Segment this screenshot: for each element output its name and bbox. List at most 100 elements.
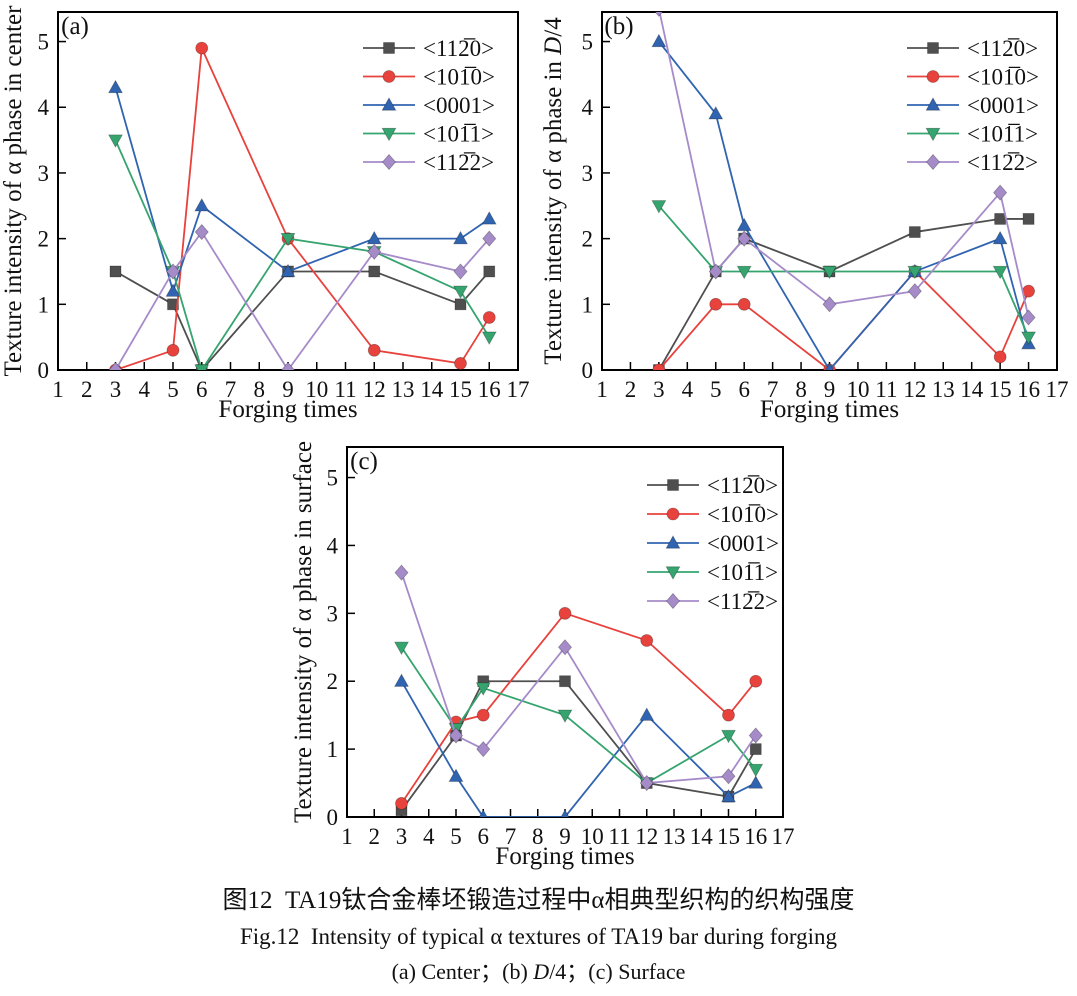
marker-square [994, 213, 1007, 225]
x-axis-tick-label: 1 [596, 377, 608, 402]
marker-triangle-up [736, 217, 752, 232]
x-axis-tick-label: 8 [254, 377, 266, 402]
x-axis-tick-label: 7 [767, 377, 779, 402]
marker-triangle-down [475, 682, 491, 696]
marker-diamond [737, 230, 752, 247]
series-line [400, 646, 757, 785]
marker-diamond [280, 361, 296, 370]
marker-triangle-down [481, 331, 497, 345]
marker-square [559, 675, 571, 688]
x-axis-tick-label: 8 [532, 824, 544, 849]
legend-item: <112̅2> [907, 150, 1038, 175]
caption-chinese: 图12 TA19钛合金棒坯锻造过程中α相典型织构的织构强度 [222, 887, 855, 914]
legend-item: <112̅2> [647, 589, 778, 614]
marker-circle [666, 507, 680, 521]
series-square [395, 675, 762, 817]
marker-triangle-up [721, 788, 736, 803]
marker-circle [926, 70, 940, 83]
chart-d4-panel: 1 2 3 4 5 6 7 8 9 10 11 12 13 14 15 16 17 0 1 2 3 4 5 Forging t… [540, 0, 1077, 435]
marker-circle [482, 311, 496, 324]
x-axis-tick-label: 11 [608, 824, 630, 849]
marker-circle [367, 343, 381, 357]
marker-triangle-up [708, 105, 724, 120]
legend: <112̅0> <101̅0> <0001> <101̅1> <112̅2> [647, 473, 779, 614]
series-line [658, 41, 1030, 370]
legend-item: <101̅0> [647, 502, 779, 527]
x-axis-tick-label: 4 [423, 824, 435, 849]
x-axis-tick-label: 4 [139, 377, 151, 402]
x-axis-tick-label: 12 [363, 377, 386, 402]
marker-diamond [367, 243, 382, 260]
marker-circle [993, 350, 1007, 364]
x-axis-tick-label: 16 [478, 377, 501, 402]
marker-triangle-down [907, 265, 923, 280]
legend-item: <112̅2> [363, 150, 494, 175]
x-axis-tick-label: 9 [282, 377, 294, 402]
marker-diamond [708, 263, 723, 280]
y-axis-tick-label: 4 [38, 95, 50, 120]
legend-item: <101̅0> [907, 65, 1039, 90]
y-axis-tick-label: 5 [327, 466, 339, 491]
x-axis-tick-label: 14 [960, 377, 984, 402]
x-axis-tick-label: 15 [989, 377, 1012, 402]
panel-label: (c) [350, 448, 378, 475]
y-axis-tick-label: 2 [38, 227, 50, 252]
x-axis-tick-label: 11 [334, 377, 356, 402]
marker-triangle-up [194, 197, 210, 212]
legend-item: <101̅0> [363, 65, 495, 90]
marker-square [749, 743, 762, 756]
y-axis-tick-label: 4 [582, 95, 594, 120]
marker-diamond [108, 361, 123, 370]
series-diamond [108, 223, 497, 370]
legend-label: <101̅1> [967, 122, 1038, 147]
x-axis-tick-label: 11 [875, 377, 897, 402]
marker-diamond [194, 223, 209, 241]
marker-circle [737, 297, 751, 311]
series-line [658, 218, 1029, 370]
y-axis-tick-label: 1 [38, 292, 50, 317]
x-axis-tick-label: 6 [478, 824, 490, 849]
marker-square [383, 42, 395, 54]
marker-triangle-up [478, 809, 488, 817]
x-axis-tick-label: 6 [738, 377, 750, 402]
marker-triangle-down [736, 265, 752, 280]
legend-label: <112̅2> [423, 150, 494, 175]
marker-circle [640, 634, 654, 647]
marker-circle [558, 606, 572, 620]
marker-square [1022, 213, 1035, 225]
x-axis-label: Forging times [218, 396, 357, 423]
x-axis-tick-label: 16 [744, 824, 767, 849]
x-axis-tick-label: 2 [369, 824, 381, 849]
y-axis-tick-label: 5 [582, 30, 594, 55]
legend-label: <101̅0> [967, 65, 1039, 90]
marker-circle [454, 357, 467, 370]
legend-item: <112̅0> [647, 473, 778, 498]
series-group [108, 41, 497, 370]
x-axis-tick-label: 6 [196, 377, 208, 402]
series-diamond [394, 564, 763, 792]
marker-diamond [476, 740, 491, 758]
marker-square [908, 226, 921, 238]
marker-triangle-down [1021, 331, 1037, 345]
legend-label: <112̅0> [707, 473, 778, 498]
marker-diamond [453, 263, 468, 280]
caption-text-part: D [533, 959, 550, 984]
marker-triangle-up [165, 283, 181, 297]
x-axis-tick-label: 13 [932, 377, 955, 402]
x-axis-tick-label: 15 [717, 824, 740, 849]
marker-diamond [993, 184, 1008, 201]
y-axis-tick-label: 3 [327, 601, 339, 626]
marker-triangle-up [381, 97, 397, 111]
legend-label: <0001> [423, 93, 495, 118]
y-axis-tick-label: 2 [582, 227, 594, 252]
marker-triangle-down [280, 233, 296, 247]
legend-item: <101̅1> [363, 122, 494, 147]
y-axis-tick-label: 0 [327, 805, 339, 830]
legend-label: <101̅1> [707, 560, 778, 585]
figure-caption: 图12 TA19钛合金棒坯锻造过程中α相典型织构的织构强度 Fig.12 Int… [0, 882, 1077, 988]
marker-diamond [925, 153, 941, 171]
legend-item: <112̅0> [363, 36, 494, 61]
